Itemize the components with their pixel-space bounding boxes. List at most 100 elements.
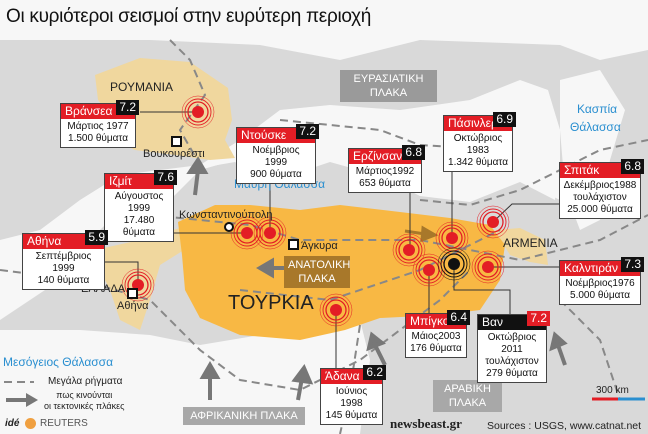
quake-callout: Άδανα 6.2 Ιούνιος 1998 145 θύματα (320, 365, 386, 425)
quake-victims: 25.000 θύματα (567, 204, 633, 215)
agency-name: REUTERS (40, 418, 88, 429)
quake-date: Σεπτέμβριος 1999 (35, 251, 92, 274)
quake-magnitude: 7.2 (116, 100, 139, 115)
quake-dot (446, 232, 458, 244)
quake-victims: 1.500 θύματα (68, 133, 128, 144)
label-istanbul: Κωνσταντινούπολη (179, 209, 273, 221)
quake-dot (192, 106, 204, 118)
quake-magnitude: 6.8 (621, 159, 644, 174)
quake-ring (322, 296, 350, 324)
plate-arabian-line1: ΑΡΑΒΙΚΗ (444, 383, 491, 395)
quake-ring (437, 247, 471, 281)
quake-ring (479, 208, 507, 236)
plate-anatolian-line2: ΠΛΑΚΑ (298, 273, 336, 285)
quake-date: Οκτώβριος 2011 (487, 332, 537, 355)
plate-motion-arrows (186, 156, 568, 401)
quake-dot (264, 227, 276, 239)
page-title: Οι κυριότεροι σεισμοί στην ευρύτερη περι… (6, 6, 372, 27)
quake-ring (482, 211, 504, 233)
quake-callout: Βράνσεα 7.2 Μάρτιος 1977 1.500 θύματα (60, 100, 139, 148)
label-ankara: Άγκυρα (301, 240, 338, 252)
quake-ring (230, 216, 264, 250)
quake-ring (477, 256, 499, 278)
istanbul-marker (224, 222, 234, 232)
label-bucharest: Βουκουρέστι (143, 148, 205, 160)
quake-epicenter-marker (230, 216, 264, 250)
label-caspian-2: Θάλασσα (570, 120, 621, 134)
quake-magnitude: 6.2 (363, 365, 386, 380)
quake-ring (395, 236, 423, 264)
quake-date: Νοέμβριος1976 (565, 278, 635, 289)
plate-african: ΑΦΡΙΚΑΝΙΚΗ ΠΛΑΚΑ (183, 407, 305, 425)
quake-callout: Βαν 7.2 Οκτώβριος 2011 τουλάχιστον 279 θύμ… (477, 311, 550, 383)
quake-ring (319, 293, 353, 327)
legend-arrows-line2: οι τεκτονικές πλάκες (44, 401, 125, 411)
agency-prefix: idé (5, 418, 20, 429)
quake-ring (184, 98, 212, 126)
quake-callout: Ερζίνσαν 6.8 Μάρτιος1992 653 θύματα (348, 145, 425, 193)
plate-eurasian: ΕΥΡΑΣΙΑΤΙΚΗ ΠΛΑΚΑ (340, 70, 437, 102)
legend-graphics (4, 381, 645, 407)
quake-callout: Ντούσκε 7.2 Νοέμβριος 1999 900 θύματα (236, 124, 319, 184)
label-armenia: ARMENIA (503, 236, 558, 250)
quake-note: τουλάχιστον (573, 192, 627, 203)
quake-epicenter-marker (437, 247, 471, 281)
quake-dot (330, 304, 342, 316)
quake-victims: 1.342 θύματα (448, 157, 508, 168)
quake-date: Αύγουστος 1999 (114, 191, 164, 214)
label-turkey: ΤΟΥΡΚΙΑ (228, 292, 314, 314)
scale-label: 300 km (596, 385, 629, 396)
quake-date: Μάρτιος1992 (355, 166, 415, 177)
quake-epicenter-marker (319, 293, 353, 327)
quake-date: Μάρτιος 1977 (67, 121, 129, 132)
plate-eurasian-line2: ΠΛΑΚΑ (369, 87, 408, 99)
quake-magnitude: 6.8 (402, 145, 425, 160)
plate-arabian: ΑΡΑΒΙΚΗ ΠΛΑΚΑ (433, 380, 502, 412)
quake-name: Ντούσκε (237, 128, 315, 143)
quake-dot (487, 216, 499, 228)
quake-dot (403, 244, 415, 256)
quake-ring (236, 222, 258, 244)
quake-note: τουλάχιστον (485, 356, 539, 367)
quake-victims: 5.000 θύματα (570, 290, 630, 301)
quake-ring (325, 299, 347, 321)
quake-callout: Καλντιράν 7.3 Νοέμβριος1976 5.000 θύματα (559, 257, 644, 305)
quake-date: Μάιος2003 (411, 331, 461, 342)
quake-date: Ιούνιος 1998 (335, 386, 368, 409)
quake-epicenter-marker (181, 95, 215, 129)
plate-motion-arrow-anatolian (404, 225, 439, 243)
quake-dot (448, 258, 460, 270)
quake-ring (471, 250, 505, 284)
plate-eurasian-line1: ΕΥΡΑΣΙΑΤΙΚΗ (353, 73, 424, 85)
quake-ring (443, 253, 465, 275)
quake-magnitude: 7.2 (527, 311, 550, 326)
quake-victims: 140 θύματα (37, 275, 90, 286)
legend-arrows-line1: πως κινούνται (56, 390, 113, 400)
black-sea (200, 84, 560, 202)
quake-date: Νοέμβριος 1999 (252, 145, 300, 168)
label-caspian-1: Κασπία (577, 102, 618, 116)
quake-name: Αθήνα (23, 234, 104, 249)
quake-callout: Αθήνα 5.9 Σεπτέμβριος 1999 140 θύματα (22, 230, 108, 290)
quake-name: Καλντιράν (560, 261, 640, 276)
quake-magnitude: 7.6 (154, 170, 177, 185)
legend-faults-label: Μεγάλα ρήγματα (48, 376, 123, 387)
greece (95, 228, 200, 330)
sources-text: Sources : USGS, www.catnat.net (487, 420, 642, 432)
quake-ring (233, 219, 261, 247)
athens-marker (127, 288, 138, 299)
label-athens: Αθήνα (117, 300, 149, 312)
quake-dot (482, 261, 494, 273)
label-romania: ΡΟΥΜΑΝΙΑ (110, 80, 173, 94)
quake-dot (241, 227, 253, 239)
quake-callout: Ιζμίτ 7.6 Αύγουστος 1999 17.480 θύματα (104, 170, 177, 242)
quake-magnitude: 6.4 (447, 310, 470, 325)
legend-arrows-label: πως κινούνται οι τεκτονικές πλάκες (44, 390, 124, 412)
quake-epicenter-marker (476, 205, 510, 239)
quake-ring (187, 101, 209, 123)
plate-arabian-line2: ΠΛΑΚΑ (448, 397, 487, 409)
publisher-logo: newsbeast.gr (390, 416, 462, 431)
quake-callout: Μπίγκολ 6.4 Μάιος2003 176 θύματα (405, 310, 470, 358)
quake-magnitude: 7.3 (621, 257, 644, 272)
plate-anatolian: ΑΝΑΤΟΛΙΚΗ ΠΛΑΚΑ (284, 256, 350, 288)
